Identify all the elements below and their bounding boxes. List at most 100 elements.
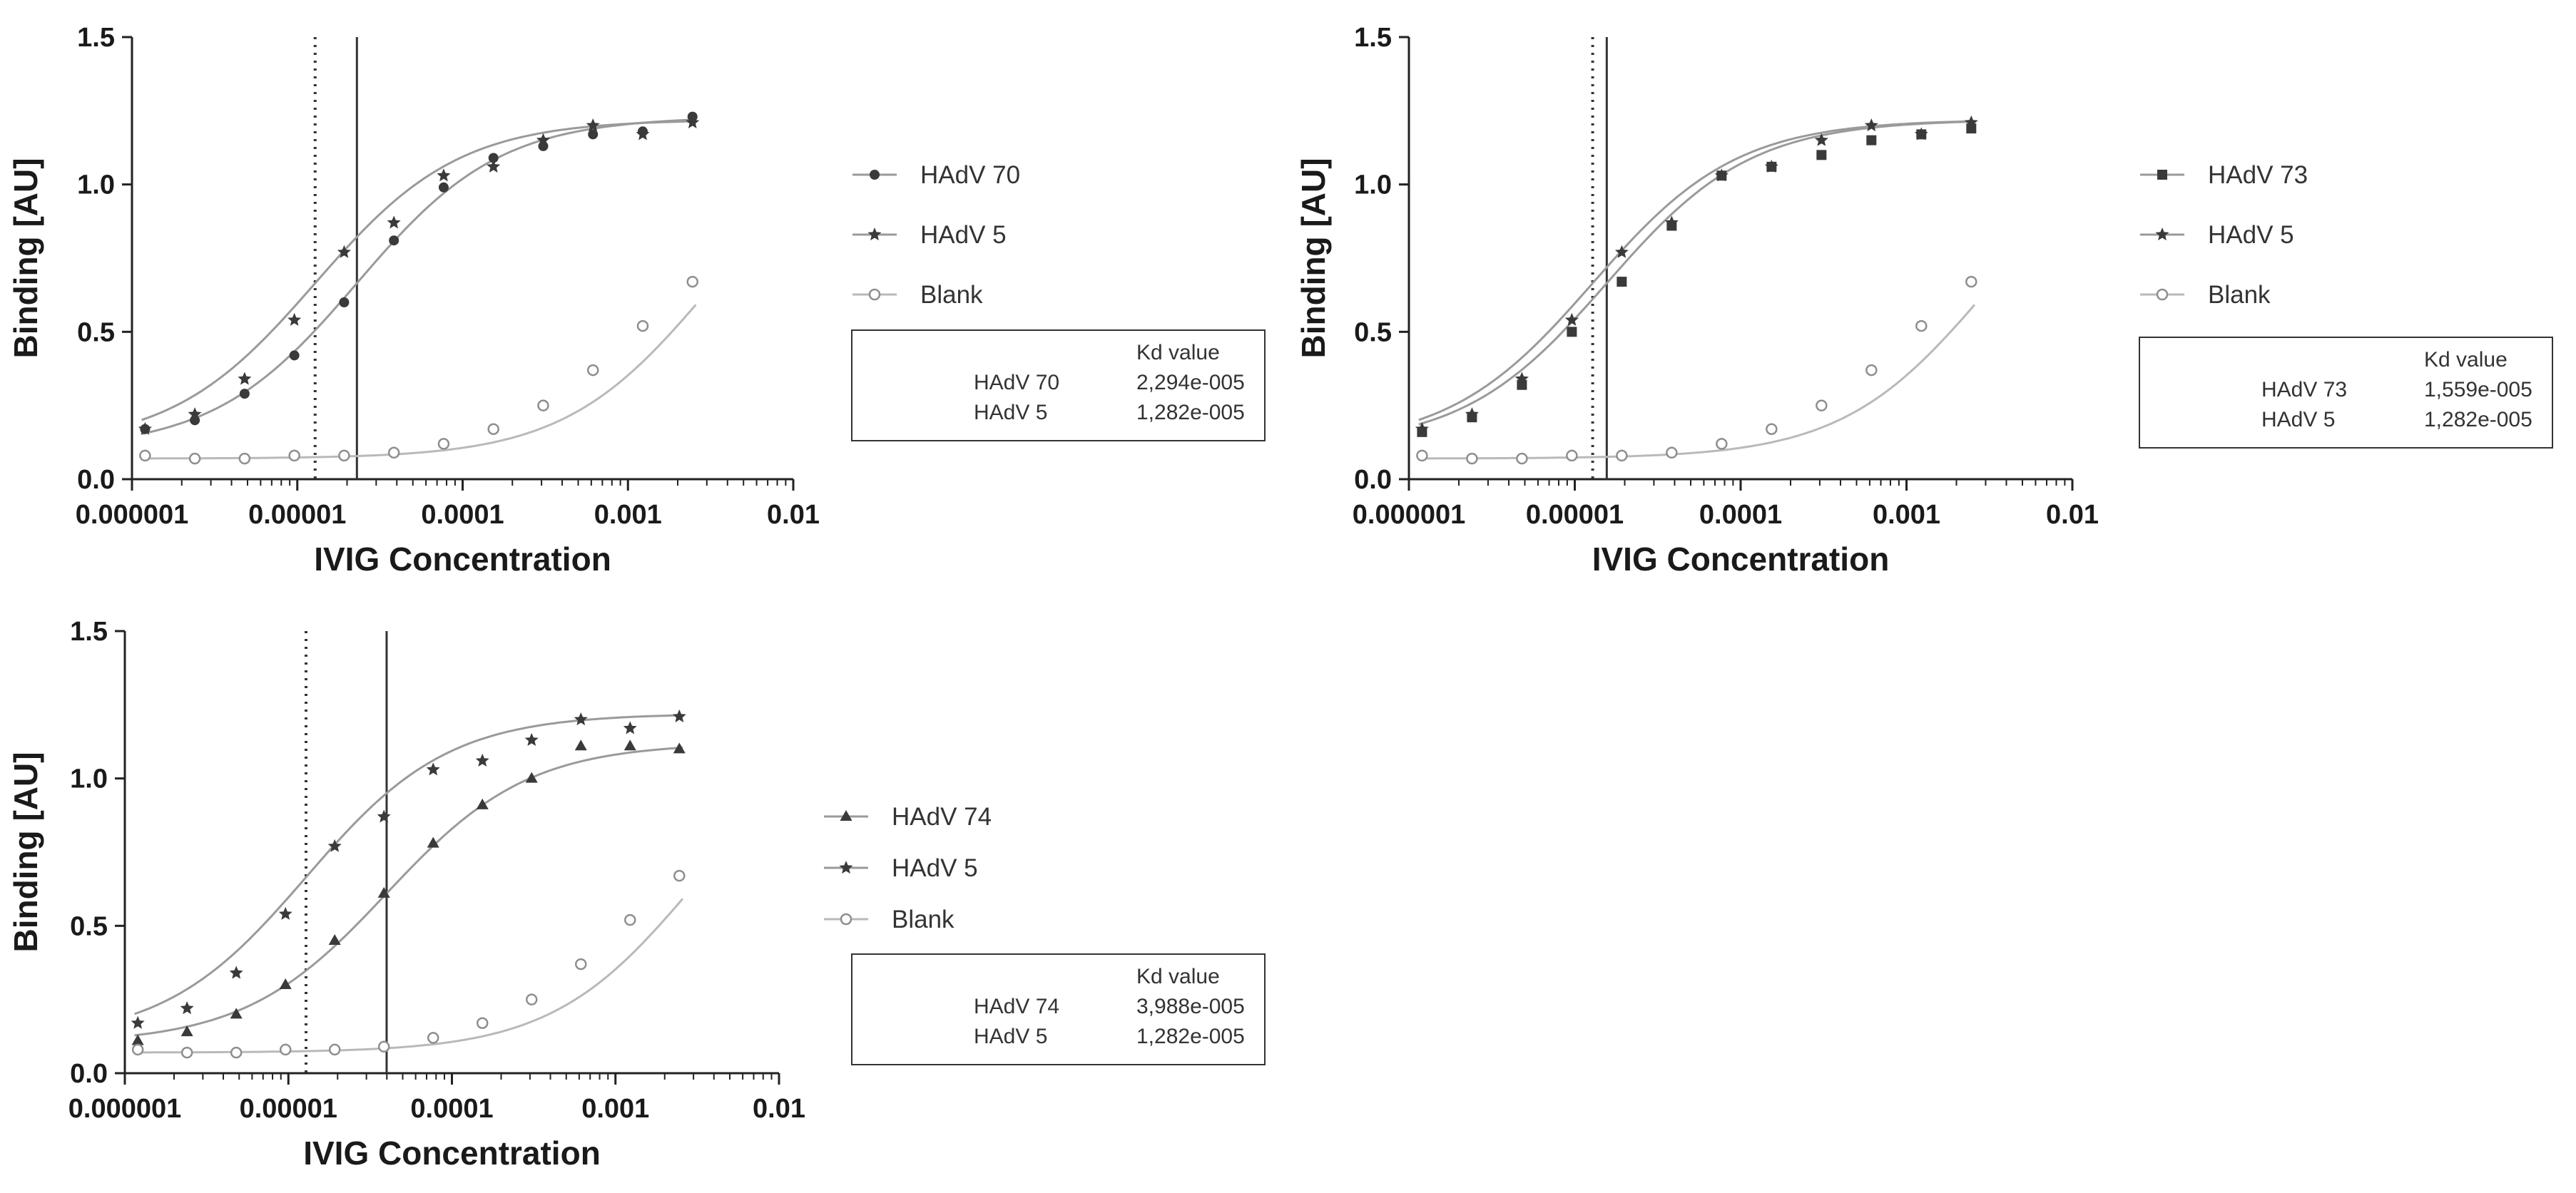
series-hadv-5: [1415, 115, 1978, 435]
kd-row-name: HAdV 5: [974, 401, 1048, 424]
data-point: [623, 739, 636, 751]
series-hadv-5: [131, 709, 686, 1029]
data-point: [279, 1043, 292, 1056]
series-hadv-73: [1417, 123, 1977, 437]
legend-label: HAdV 70: [920, 161, 1020, 189]
data-point: [338, 449, 350, 462]
data-point: [1465, 407, 1479, 421]
data-point: [525, 993, 538, 1005]
kd-value-table: Kd value HAdV 73 1,559e-005 HAdV 5 1,282e-00…: [2139, 337, 2553, 449]
x-axis-title: IVIG Concentration: [303, 1135, 601, 1172]
data-point: [339, 297, 350, 307]
data-point: [180, 1001, 194, 1015]
data-point: [138, 421, 152, 435]
data-point: [1416, 449, 1428, 462]
data-point: [487, 423, 499, 435]
data-point: [437, 168, 451, 182]
data-point: [476, 1017, 489, 1029]
data-point: [1964, 115, 1978, 128]
data-point: [1564, 312, 1579, 326]
data-point: [1567, 327, 1577, 337]
data-point: [636, 127, 650, 140]
x-tick-label: 0.000001: [68, 1094, 182, 1124]
kd-row-value: 1,559e-005: [2424, 378, 2532, 401]
data-point: [624, 913, 636, 926]
data-point: [180, 1046, 193, 1059]
x-tick-label: 0.01: [767, 500, 820, 530]
legend-marker: [2155, 227, 2169, 241]
legend-marker: [870, 170, 880, 180]
x-tick-label: 0.00001: [240, 1094, 337, 1124]
fit-curve-blank: [1418, 304, 1976, 460]
data-point: [574, 739, 587, 751]
y-tick-label: 1.0: [77, 170, 115, 200]
y-tick-label: 0.5: [77, 317, 115, 347]
data-point: [188, 407, 202, 421]
data-point: [278, 906, 292, 920]
data-point: [180, 1025, 193, 1037]
fit-curve-hadv-5: [1418, 120, 1975, 421]
data-point: [328, 1043, 341, 1056]
legend-label: Blank: [892, 906, 954, 933]
fit-curve-blank: [134, 898, 684, 1054]
kd-row-name: HAdV 5: [974, 1025, 1048, 1048]
legend-item: HAdV 5: [2140, 221, 2294, 249]
legend-label: Blank: [2208, 281, 2271, 309]
data-point: [327, 839, 342, 852]
data-point: [1616, 449, 1628, 462]
data-point: [1914, 127, 1928, 140]
x-tick-label: 0.00001: [248, 500, 346, 530]
series-hadv-74: [131, 739, 686, 1045]
data-point: [673, 742, 686, 754]
data-point: [377, 1040, 390, 1053]
data-point: [238, 452, 251, 465]
data-point: [537, 399, 549, 411]
fit-curve-hadv-5: [134, 714, 683, 1015]
data-point: [686, 115, 700, 128]
data-point: [328, 934, 341, 945]
data-point: [588, 129, 599, 140]
x-tick-label: 0.001: [594, 500, 662, 530]
legend-marker: [867, 227, 882, 241]
data-point: [287, 312, 302, 326]
data-point: [488, 153, 499, 163]
legend-item: HAdV 73: [2140, 161, 2308, 189]
data-point: [1516, 452, 1528, 465]
y-tick-label: 0.5: [70, 911, 108, 941]
x-tick-label: 0.000001: [1353, 500, 1466, 530]
legend-item: HAdV 74: [824, 803, 992, 831]
legend-marker: [2156, 288, 2169, 301]
x-tick-label: 0.00001: [1526, 500, 1624, 530]
chart-svg: 0.0 0.5 1.0 1.5 0.000001 0.00001 0.0001 0.001 0.…: [7, 23, 1020, 578]
y-tick-label: 1.0: [70, 764, 108, 794]
legend-item: Blank: [852, 281, 983, 309]
kd-row-value: 1,282e-005: [1136, 1025, 1245, 1048]
kd-row-name: HAdV 73: [2261, 378, 2348, 401]
data-point: [426, 762, 440, 776]
data-point: [387, 446, 400, 459]
legend-marker: [840, 913, 852, 926]
legend-label: HAdV 5: [2208, 221, 2294, 249]
data-point: [131, 1015, 145, 1029]
data-point: [289, 350, 300, 361]
kd-row-name: HAdV 70: [974, 371, 1060, 394]
kd-row-value: 3,988e-005: [1136, 995, 1245, 1018]
data-point: [230, 1008, 243, 1019]
data-point: [623, 721, 637, 734]
legend-marker: [840, 810, 852, 821]
data-point: [131, 1043, 144, 1056]
data-point: [377, 886, 390, 898]
data-point: [389, 235, 399, 246]
legend-item: HAdV 5: [852, 221, 1007, 249]
x-tick-label: 0.0001: [410, 1094, 493, 1124]
series-blank: [131, 869, 686, 1059]
kd-row-value: 1,282e-005: [1136, 401, 1245, 424]
y-axis-title: Binding [AU]: [7, 752, 44, 952]
kd-row-name: HAdV 74: [974, 995, 1060, 1018]
data-point: [524, 732, 539, 746]
data-point: [1864, 118, 1878, 132]
chart-panel-hadv70: 0.0 0.5 1.0 1.5 0.000001 0.00001 0.0001 0.001 0.…: [0, 0, 1270, 592]
x-tick-label: 0.01: [2046, 500, 2099, 530]
data-point: [387, 215, 401, 229]
kd-row-name: HAdV 5: [2261, 408, 2336, 431]
